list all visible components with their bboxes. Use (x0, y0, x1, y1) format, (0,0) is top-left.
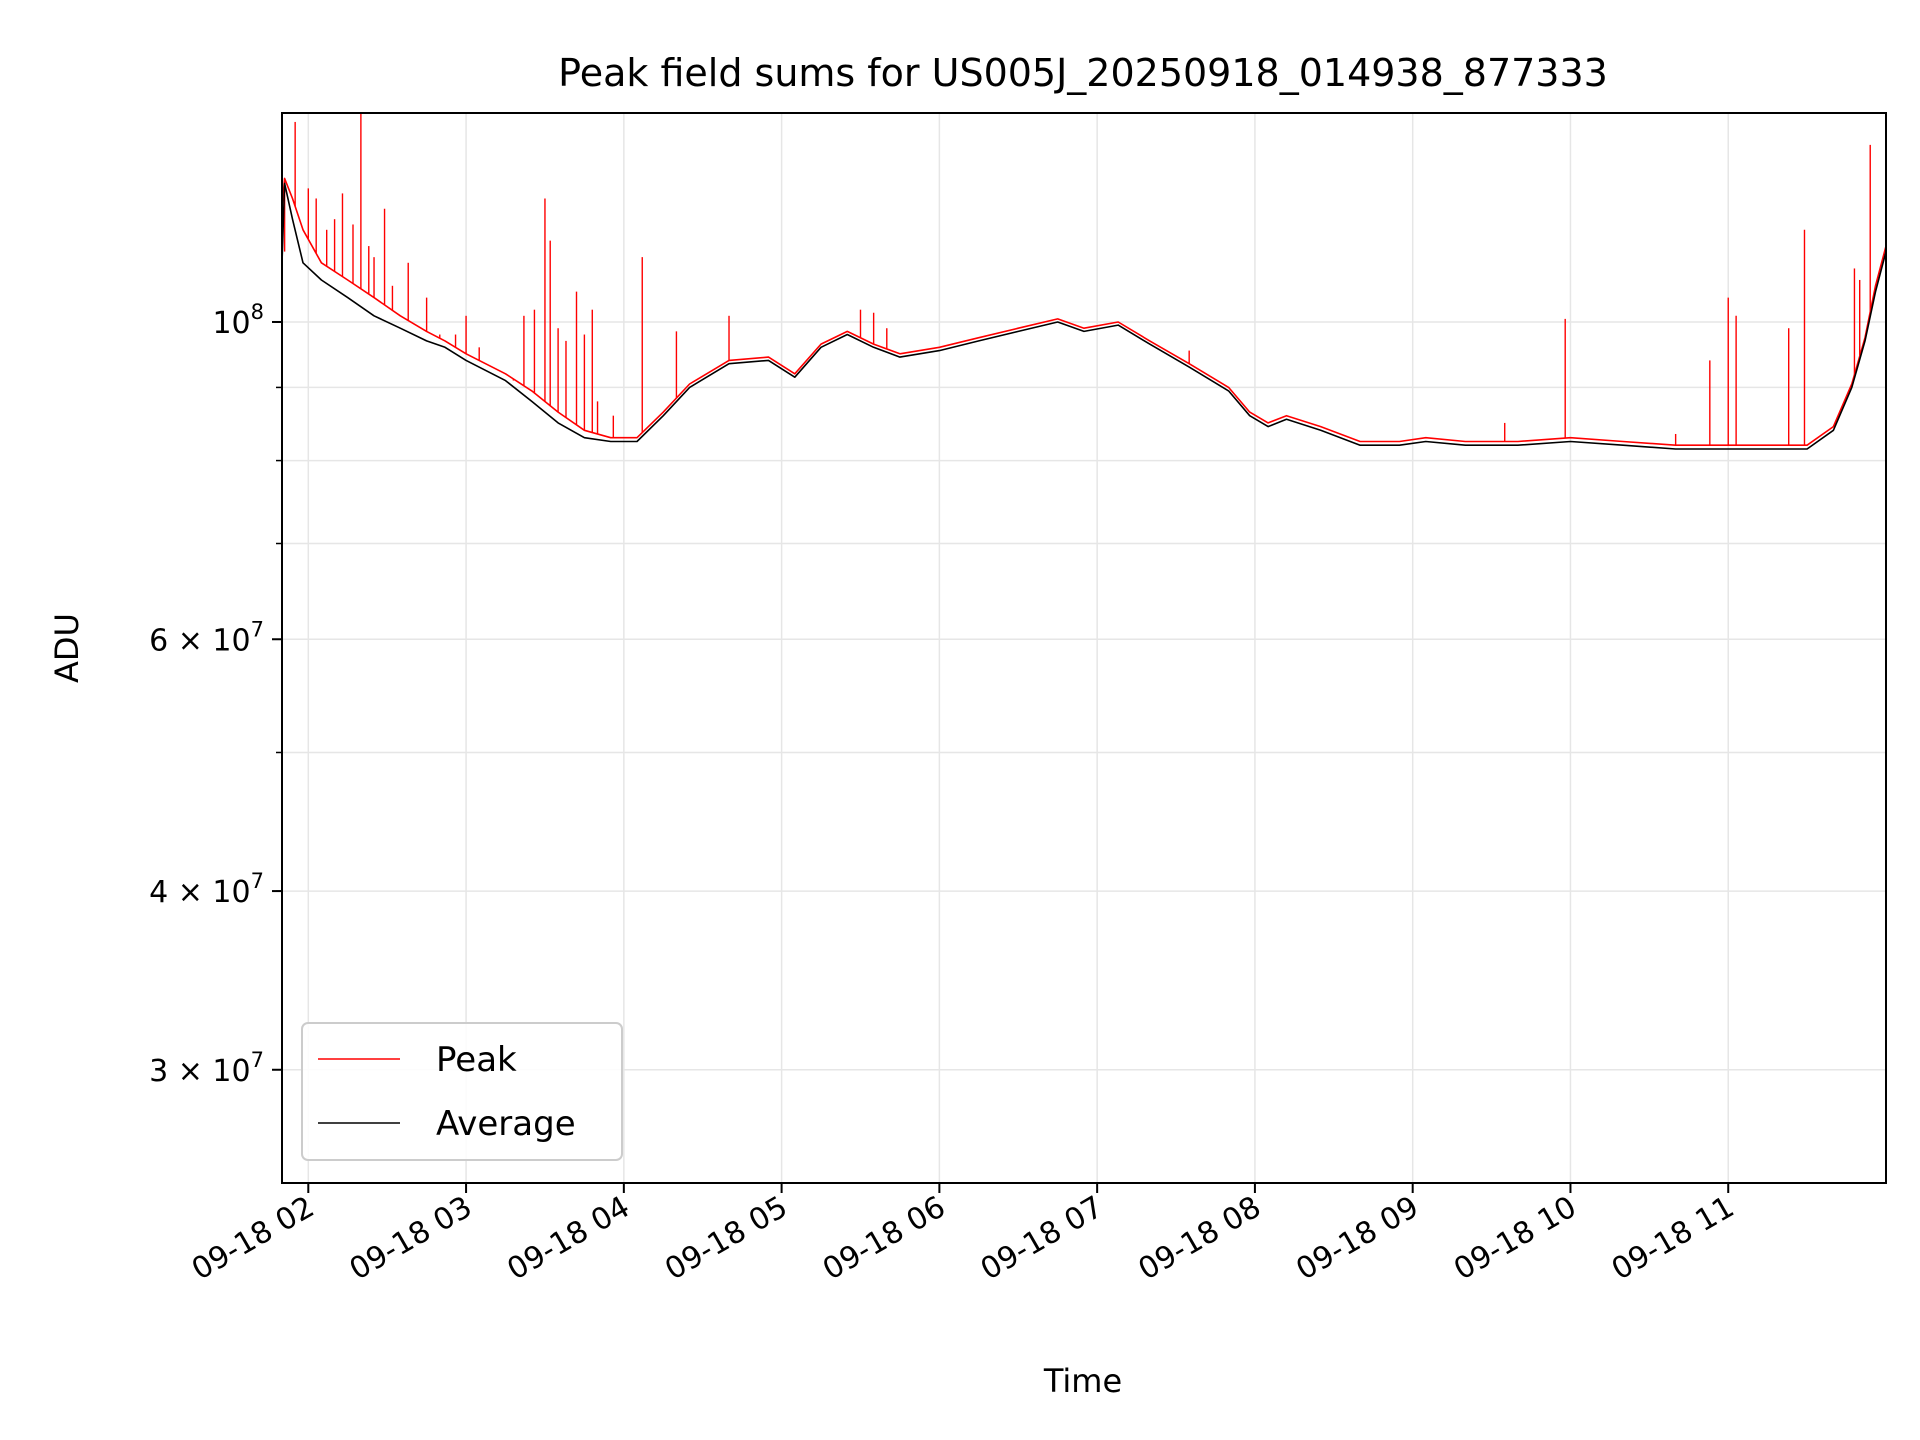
legend-box (301, 1022, 623, 1161)
chart-title: Peak field sums for US005J_20250918_0149… (558, 51, 1608, 95)
average-series-line (282, 182, 1886, 450)
legend-average-label: Average (436, 1104, 576, 1144)
y-tick-label: 6 × 107 (149, 617, 264, 658)
legend: Peak Average (301, 1022, 623, 1161)
peak-series-line (282, 177, 1886, 446)
series-layer (282, 113, 1886, 450)
y-tick-label: 4 × 107 (149, 869, 264, 910)
y-axis-label: ADU (48, 613, 86, 683)
y-tick-label: 3 × 107 (149, 1048, 264, 1089)
y-axis: 3 × 107 4 × 107 6 × 107 108 (149, 300, 282, 1089)
y-tick-label: 108 (212, 300, 264, 341)
legend-peak-label: Peak (436, 1040, 517, 1080)
plot-frame (281, 112, 1887, 1184)
x-axis-label: Time (1043, 1362, 1122, 1400)
grid (282, 113, 1886, 1183)
